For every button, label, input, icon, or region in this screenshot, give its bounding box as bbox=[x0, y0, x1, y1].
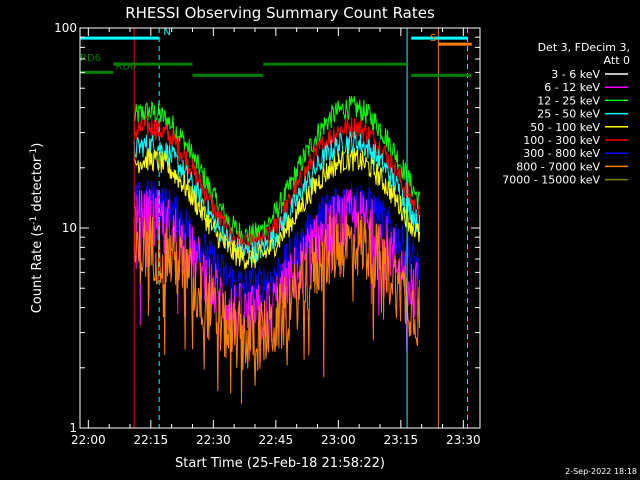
legend-entry-label: 300 - 800 keV bbox=[523, 147, 600, 160]
series-trace bbox=[133, 96, 421, 246]
state-bar-label: N bbox=[163, 27, 170, 38]
x-tick-label: 22:00 bbox=[71, 433, 106, 447]
state-bar-label: RD6 bbox=[80, 53, 101, 64]
legend-header-line2: Att 0 bbox=[604, 54, 630, 67]
chart-title: RHESSI Observing Summary Count Rates bbox=[125, 4, 435, 22]
series-trace bbox=[133, 179, 421, 306]
state-bar-label: RD0 bbox=[115, 61, 136, 72]
y-axis: 1 10 100 bbox=[54, 21, 480, 435]
series-trace bbox=[133, 147, 421, 270]
x-tick-label: 22:45 bbox=[259, 433, 294, 447]
x-tick-label: 23:00 bbox=[321, 433, 356, 447]
legend-entry-label: 3 - 6 keV bbox=[551, 68, 600, 81]
legend-entry-label: 7000 - 15000 keV bbox=[502, 174, 600, 187]
x-axis-label: Start Time (25-Feb-18 21:58:22) bbox=[175, 456, 385, 471]
y-tick-label: 10 bbox=[62, 221, 77, 235]
legend-entry-label: 100 - 300 keV bbox=[523, 134, 600, 147]
x-tick-label: 22:30 bbox=[196, 433, 231, 447]
y-axis-label-part2: detector bbox=[30, 156, 45, 216]
generation-timestamp: 2-Sep-2022 18:18 bbox=[565, 467, 637, 476]
x-tick-label: 23:30 bbox=[446, 433, 481, 447]
series-trace bbox=[133, 131, 421, 264]
series-trace bbox=[133, 212, 421, 404]
legend-entry-label: 800 - 7000 keV bbox=[516, 160, 600, 173]
state-bar-layer: N S RD0 RD6 bbox=[80, 27, 472, 77]
x-tick-label: 23:15 bbox=[384, 433, 419, 447]
series-layer bbox=[133, 96, 421, 404]
x-tick-label: 22:15 bbox=[134, 433, 169, 447]
legend-header-line1: Det 3, FDecim 3, bbox=[538, 41, 630, 54]
y-tick-label: 1 bbox=[69, 421, 77, 435]
state-bar-label: S bbox=[430, 33, 436, 44]
legend-entry-label: 25 - 50 keV bbox=[537, 108, 600, 121]
series-trace bbox=[133, 115, 421, 258]
legend-entry-label: 6 - 12 keV bbox=[544, 81, 600, 94]
y-tick-label: 100 bbox=[54, 21, 77, 35]
y-axis-label-part1: Count Rate (s bbox=[30, 225, 45, 314]
y-axis-label-sup1: -1 bbox=[29, 216, 39, 225]
series-trace bbox=[133, 188, 421, 362]
legend-entry-label: 50 - 100 keV bbox=[530, 121, 600, 134]
y-axis-label: Count Rate (s-1 detector-1) bbox=[29, 143, 45, 314]
y-axis-label-sup2: -1 bbox=[29, 148, 39, 157]
legend-entry-label: 12 - 25 keV bbox=[537, 94, 600, 107]
y-axis-label-part3: ) bbox=[30, 143, 45, 148]
x-axis: 22:00 22:15 22:30 22:45 23:00 23:15 23:30 bbox=[71, 28, 481, 447]
